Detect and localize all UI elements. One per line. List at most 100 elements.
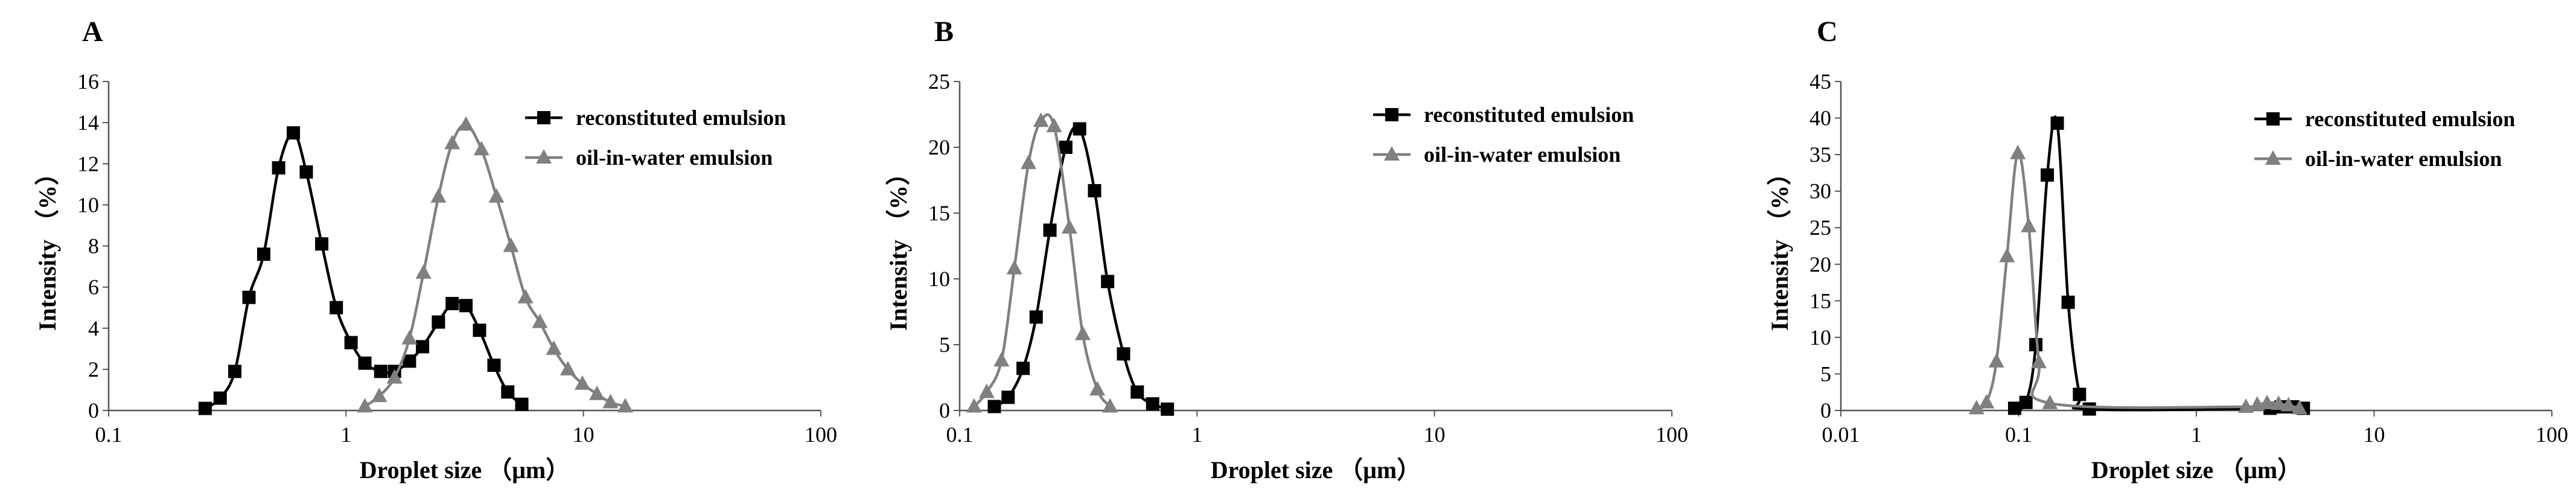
data-point-triangle (2238, 398, 2254, 413)
data-point-triangle (1102, 398, 1118, 413)
y-axis-title: Intensity （%） (1766, 161, 1793, 331)
data-point-square (2061, 295, 2075, 309)
data-point-square (1073, 122, 1086, 136)
data-point-square (213, 391, 227, 405)
data-point-triangle (966, 398, 982, 413)
panel-c: C 0 5 10 15 20 25 30 35 40 45 0.01 0.1 1 10 100 Droplet … (1766, 16, 2568, 484)
series-line (2013, 115, 2304, 412)
data-point-triangle (488, 188, 505, 203)
panel-label: B (934, 16, 954, 48)
data-point-triangle (2031, 354, 2047, 369)
data-point-square (2073, 388, 2087, 401)
y-axis-title: Intensity （%） (885, 161, 912, 331)
x-tick-label: 0.01 (1822, 423, 1860, 447)
data-point-square (1088, 184, 1101, 197)
x-tick-label: 1 (1191, 423, 1202, 447)
y-axis-title: Intensity （%） (34, 161, 61, 331)
y-tick-label: 20 (1809, 252, 1831, 276)
data-point-square (198, 401, 212, 415)
data-point-square (2029, 338, 2043, 351)
data-point-triangle (602, 394, 619, 409)
data-point-square (374, 365, 387, 378)
legend-marker-triangle (1384, 146, 1400, 161)
data-point-triangle (546, 340, 562, 355)
data-point-triangle (401, 330, 418, 345)
data-point-square (228, 365, 242, 378)
data-point-triangle (532, 313, 548, 328)
x-tick-label: 0.1 (2005, 423, 2032, 447)
series-oil-in-water-emulsion (357, 116, 633, 413)
legend-entry: reconstituted emulsion (2254, 107, 2515, 131)
legend-marker-triangle (536, 149, 552, 164)
y-tick-label: 40 (1809, 106, 1831, 130)
data-point-square (459, 299, 473, 313)
y-tick-label: 8 (88, 234, 99, 258)
x-tick-label: 100 (1656, 423, 1688, 447)
y-tick-label: 10 (928, 267, 950, 291)
panel-label: C (1817, 16, 1838, 48)
data-point-square (287, 126, 301, 140)
y-tick-label: 5 (1820, 362, 1831, 386)
data-point-triangle (1033, 112, 1049, 127)
data-point-square (1161, 402, 1175, 416)
legend-label: oil-in-water emulsion (576, 145, 773, 170)
data-point-square (257, 247, 270, 261)
data-point-triangle (415, 264, 432, 279)
data-point-triangle (2271, 395, 2287, 410)
data-point-square (272, 161, 285, 175)
data-point-triangle (1074, 325, 1091, 340)
data-point-triangle (458, 116, 474, 131)
legend-marker-square (1385, 108, 1398, 121)
data-point-square (1059, 141, 1073, 154)
x-axis-title: Droplet size （μm） (2091, 456, 2302, 484)
data-point-square (1130, 385, 1144, 399)
legend-entry: oil-in-water emulsion (525, 145, 773, 170)
data-point-square (2082, 402, 2096, 416)
data-point-triangle (978, 383, 995, 398)
data-point-triangle (1021, 155, 1037, 170)
data-point-square (501, 385, 515, 399)
x-tick-label: 0.1 (946, 423, 974, 447)
data-point-square (1146, 397, 1159, 411)
y-tick-label: 25 (928, 69, 950, 94)
data-point-square (987, 400, 1001, 413)
data-point-triangle (2291, 400, 2307, 415)
data-point-triangle (1006, 260, 1022, 275)
legend-marker-triangle (2265, 150, 2281, 165)
legend-label: reconstituted emulsion (2305, 107, 2515, 131)
data-point-square (1001, 391, 1015, 404)
series-line (1975, 151, 2300, 410)
data-point-triangle (2280, 397, 2297, 412)
data-point-triangle (503, 237, 519, 252)
x-tick-label: 10 (1424, 423, 1446, 447)
data-point-square (1043, 223, 1057, 237)
y-tick-label: 6 (88, 275, 99, 299)
data-point-square (1016, 362, 1030, 375)
panel-a: A 0 2 4 6 8 10 12 14 16 0.1 1 10 100 Droplet size （μm）… (34, 16, 837, 484)
legend-entry: reconstituted emulsion (525, 106, 786, 130)
x-tick-label: 1 (2191, 423, 2202, 447)
x-tick-label: 1 (340, 423, 351, 447)
legend-marker-square (2266, 112, 2280, 126)
data-point-square (330, 301, 343, 314)
x-tick-label: 100 (2536, 423, 2568, 447)
data-point-square (344, 336, 358, 350)
x-tick-label: 100 (805, 423, 837, 447)
data-point-triangle (430, 188, 447, 203)
data-point-triangle (617, 398, 633, 413)
data-point-square (416, 340, 430, 354)
y-tick-label: 10 (77, 193, 99, 217)
data-point-square (515, 397, 529, 411)
data-point-square (2050, 117, 2064, 130)
x-tick-label: 0.1 (95, 423, 123, 447)
legend-label: oil-in-water emulsion (1424, 142, 1621, 167)
y-tick-label: 0 (939, 398, 950, 423)
data-point-square (2041, 168, 2055, 182)
y-tick-label: 16 (77, 69, 99, 94)
y-tick-label: 0 (1820, 398, 1831, 423)
legend-label: oil-in-water emulsion (2305, 147, 2502, 171)
y-tick-label: 12 (77, 152, 99, 176)
y-tick-label: 45 (1809, 69, 1831, 94)
